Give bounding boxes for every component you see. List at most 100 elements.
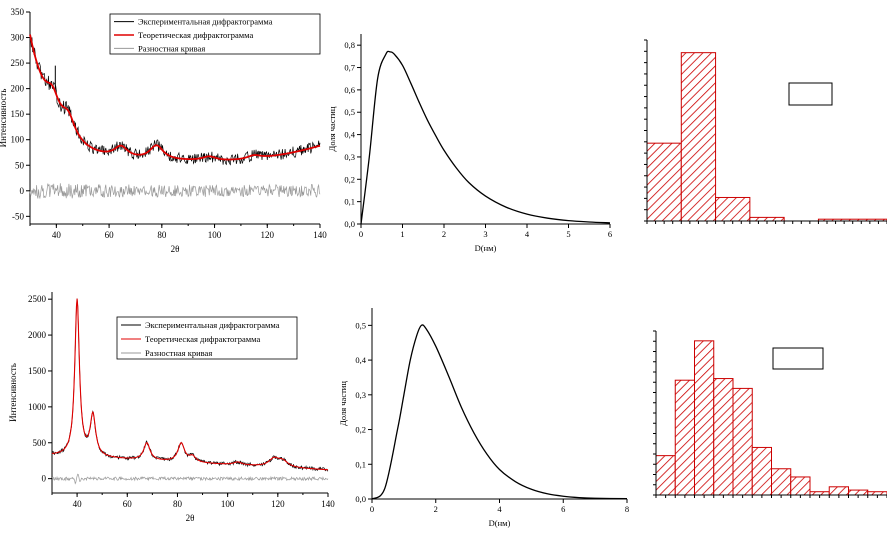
y-tick-label: 100 (11, 135, 25, 145)
y-axis-label: Доля частиц (338, 381, 348, 426)
legend-entry: Экспериментальная дифрактограмма (145, 320, 280, 330)
hist-top-chart (644, 39, 887, 224)
histogram-bar (674, 379, 695, 496)
y-tick-label: 0,7 (344, 63, 355, 73)
y-tick-label: 0,2 (344, 174, 355, 184)
xrd-bottom-chart: 40 60 80 100 120 140 0 500 1000 1500 2000 2500 2θ Инт… (8, 292, 335, 523)
y-tick-label: 500 (33, 438, 47, 448)
histogram-bar (655, 455, 676, 496)
y-tick-label: 250 (11, 58, 25, 68)
theoretical-curve (29, 34, 321, 161)
x-tick-label: 140 (313, 230, 327, 240)
y-tick-label: 0,5 (355, 320, 366, 330)
y-tick-label: 0,4 (355, 355, 366, 365)
y-tick-label: 0,8 (344, 40, 355, 50)
y-tick-label: 0,3 (355, 390, 366, 400)
dist-top-chart: 0 1 2 3 4 5 6 0,0 0,1 0,2 0,3 0,4 0,5 0,6 0,7 0,8 D(нм) Д… (327, 34, 612, 253)
histogram-bar (694, 340, 715, 496)
x-tick-label: 60 (123, 499, 133, 509)
charts-root: 40 60 80 100 120 140-500501001502002503003502… (0, 7, 887, 528)
y-tick-label: 0,0 (355, 494, 366, 504)
legend-box (788, 82, 833, 106)
histogram-bar (848, 489, 869, 496)
x-tick-label: 2 (434, 504, 438, 514)
hist-bottom-chart (653, 330, 887, 498)
y-tick-label: 0,6 (344, 85, 355, 95)
histogram-bar (713, 378, 734, 496)
legend-entry: Разностная кривая (145, 348, 212, 358)
y-tick-label: 50 (15, 160, 25, 170)
legend-box (772, 347, 824, 370)
histogram-bar (749, 216, 785, 222)
x-tick-label: 4 (525, 229, 530, 239)
y-tick-label: 150 (11, 109, 25, 119)
x-tick-label: 8 (625, 504, 629, 514)
y-tick-label: 0 (42, 474, 47, 484)
x-tick-label: 3 (483, 229, 487, 239)
histogram-bar (732, 387, 753, 496)
y-tick-label: 0,5 (344, 107, 355, 117)
x-axis-label: D(нм) (475, 243, 497, 253)
x-tick-label: 100 (208, 230, 222, 240)
y-tick-label: 2500 (28, 294, 47, 304)
histogram-bar (715, 196, 751, 222)
y-tick-label: 300 (11, 33, 25, 43)
histogram-bar (771, 468, 792, 496)
x-tick-label: 4 (497, 504, 502, 514)
theoretical-curve (51, 298, 329, 471)
difference-curve (51, 473, 329, 485)
x-tick-label: 1 (400, 229, 404, 239)
x-tick-label: 60 (105, 230, 115, 240)
y-tick-label: 1500 (28, 366, 47, 376)
x-tick-label: 100 (221, 499, 235, 509)
y-axis-label: Интенсивность (8, 363, 18, 422)
y-tick-label: 0,3 (344, 152, 355, 162)
y-tick-label: 0,0 (344, 219, 355, 229)
x-tick-label: 0 (359, 229, 363, 239)
x-tick-label: 80 (157, 230, 167, 240)
y-axis-label: Доля частиц (327, 106, 337, 151)
distribution-curve (360, 50, 611, 225)
y-tick-label: 2000 (28, 330, 47, 340)
x-tick-label: 6 (561, 504, 565, 514)
y-tick-label: 0,2 (355, 425, 366, 435)
x-tick-label: 0 (370, 504, 374, 514)
x-axis-label: 2θ (171, 244, 180, 254)
x-tick-label: 40 (73, 499, 83, 509)
legend: Экспериментальная дифрактограмма Теоретич… (109, 13, 321, 55)
legend-entry: Разностная кривая (138, 43, 205, 53)
y-tick-label: 350 (11, 7, 25, 17)
histogram-bar (680, 52, 717, 222)
legend-entry: Теоретическая дифрактограмма (145, 334, 261, 344)
y-tick-label: 0,1 (344, 197, 355, 207)
x-tick-label: 120 (261, 230, 275, 240)
distribution-curve (371, 324, 628, 500)
legend-entry: Экспериментальная дифрактограмма (138, 17, 273, 27)
y-tick-label: 200 (11, 84, 25, 94)
x-tick-label: 80 (173, 499, 183, 509)
xrd-top-chart: 40 60 80 100 120 140 -50 0 50 100 150 200 250 300 350 2… (0, 7, 327, 254)
x-axis-label: D(нм) (489, 518, 511, 528)
y-tick-label: 0,4 (344, 130, 355, 140)
y-tick-label: 0 (20, 186, 25, 196)
x-tick-label: 2 (442, 229, 446, 239)
y-tick-label: 1000 (28, 402, 47, 412)
histogram-bar (751, 446, 772, 496)
x-tick-label: 5 (566, 229, 570, 239)
difference-curve (29, 183, 321, 200)
legend-box (116, 316, 298, 360)
y-tick-label: -50 (12, 211, 24, 221)
dist-bottom-chart: 0 2 4 6 8 0,0 0,1 0,2 0,3 0,4 0,5 D(нм) Доля частиц (338, 308, 629, 528)
histogram-bar (646, 142, 682, 222)
legend: Экспериментальная дифрактограмма Теоретич… (116, 316, 298, 360)
x-tick-label: 120 (271, 499, 285, 509)
y-tick-label: 0,1 (355, 459, 366, 469)
x-tick-label: 40 (52, 230, 62, 240)
x-axis-label: 2θ (186, 513, 195, 523)
legend-entry: Теоретическая дифрактограмма (138, 30, 254, 40)
histogram-bar (790, 476, 811, 496)
histogram-bar (828, 486, 849, 496)
x-tick-label: 6 (608, 229, 612, 239)
x-tick-label: 140 (321, 499, 335, 509)
